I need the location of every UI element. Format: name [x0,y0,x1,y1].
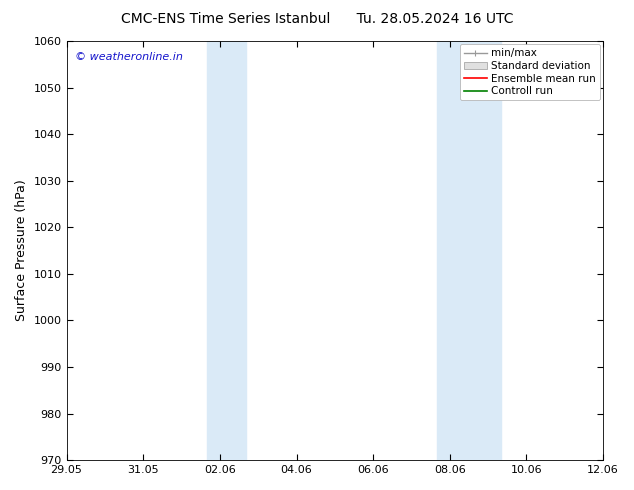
Legend: min/max, Standard deviation, Ensemble mean run, Controll run: min/max, Standard deviation, Ensemble me… [460,44,600,100]
Text: CMC-ENS Time Series Istanbul      Tu. 28.05.2024 16 UTC: CMC-ENS Time Series Istanbul Tu. 28.05.2… [120,12,514,26]
Bar [437,41,501,460]
Text: © weatheronline.in: © weatheronline.in [75,51,183,62]
Bar [207,41,245,460]
Y-axis label: Surface Pressure (hPa): Surface Pressure (hPa) [15,180,28,321]
